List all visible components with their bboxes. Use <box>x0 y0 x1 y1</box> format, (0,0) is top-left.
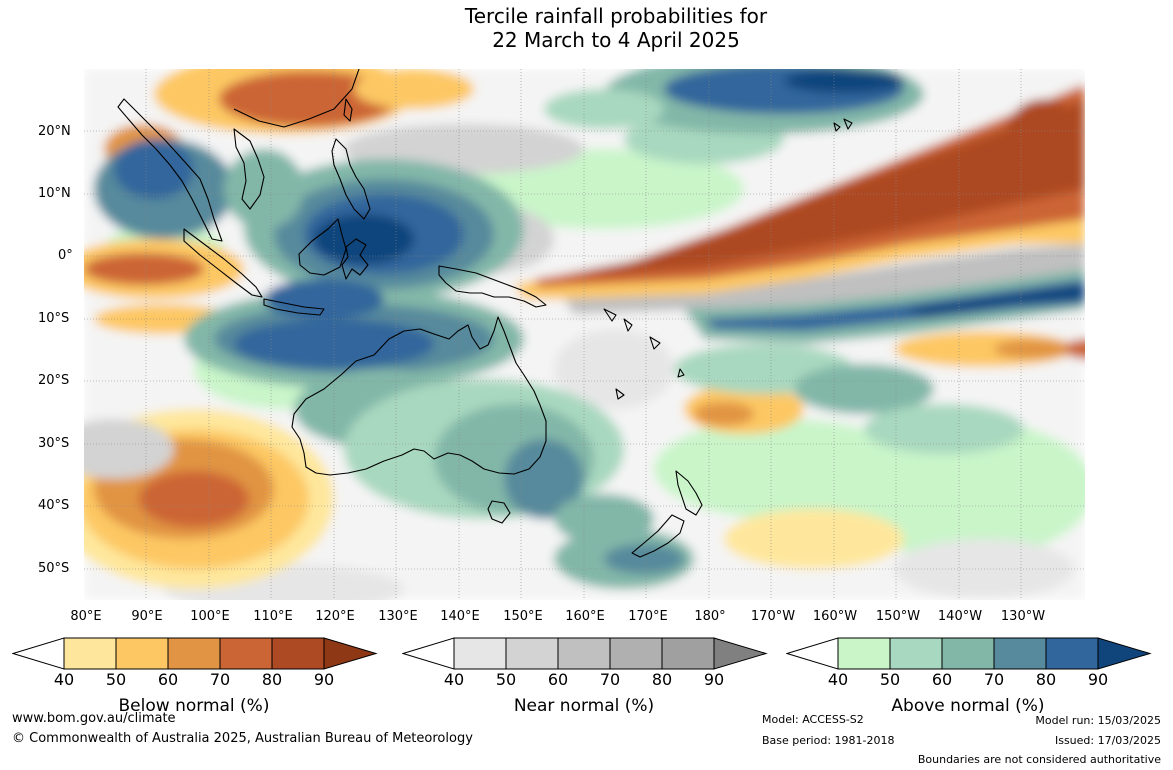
above-tick-40: 40 <box>827 670 849 689</box>
lon-label-80e: 80°E <box>70 609 102 624</box>
tasmania-coastline <box>487 500 511 524</box>
lat-label-20s: 20°S <box>38 373 70 388</box>
near-normal-colorbar <box>402 637 768 670</box>
lon-label-160e: 160°E <box>565 609 605 624</box>
above-tick-80: 80 <box>1035 670 1057 689</box>
lon-label-150w: 150°W <box>875 609 921 624</box>
near-tick-50: 50 <box>495 670 517 689</box>
rainfall-probability-map <box>84 69 1085 600</box>
lon-label-120e: 120°E <box>315 609 355 624</box>
lat-label-10n: 10°N <box>38 186 71 201</box>
below-normal-title: Below normal (%) <box>118 696 270 716</box>
above-normal-colorbar <box>786 637 1152 670</box>
near-tick-40: 40 <box>443 670 465 689</box>
vietnam-coastline <box>233 128 265 210</box>
issued-text: Issued: 17/03/2025 <box>1054 734 1161 747</box>
lon-label-130w: 130°W <box>1000 609 1046 624</box>
lon-label-90e: 90°E <box>131 609 163 624</box>
legend-above-normal-colorbar <box>786 637 1152 671</box>
map-svg <box>84 69 1085 600</box>
near-tick-90: 90 <box>703 670 725 689</box>
title-line-2: 22 March to 4 April 2025 <box>492 28 740 52</box>
lat-label-20n: 20°N <box>38 124 71 139</box>
graticule-grid <box>84 69 1085 600</box>
lat-label-30s: 30°S <box>38 436 70 451</box>
sumatra-coastline <box>183 228 263 298</box>
above-normal-title: Above normal (%) <box>891 696 1045 716</box>
near-tick-70: 70 <box>599 670 621 689</box>
sulawesi-coastline <box>341 238 369 280</box>
taiwan-coastline <box>343 98 353 122</box>
near-tick-60: 60 <box>547 670 569 689</box>
lon-label-180: 180° <box>694 609 726 624</box>
lon-label-110e: 110°E <box>253 609 293 624</box>
near-tick-80: 80 <box>651 670 673 689</box>
above-tick-90: 90 <box>1087 670 1109 689</box>
near-normal-title: Near normal (%) <box>513 696 655 716</box>
below-tick-70: 70 <box>209 670 231 689</box>
below-tick-60: 60 <box>157 670 179 689</box>
lon-label-140e: 140°E <box>440 609 480 624</box>
lon-label-150e: 150°E <box>503 609 543 624</box>
map-title: Tercile rainfall probabilities for 22 Ma… <box>0 4 1173 52</box>
coastlines <box>117 69 853 558</box>
lon-label-100e: 100°E <box>190 609 230 624</box>
below-tick-40: 40 <box>53 670 75 689</box>
website-link[interactable]: www.bom.gov.au/climate <box>12 711 176 726</box>
copyright-text: © Commonwealth of Australia 2025, Austra… <box>12 731 473 746</box>
below-tick-90: 90 <box>313 670 335 689</box>
new-zealand-south-coastline <box>631 514 685 558</box>
china-coastline <box>233 69 360 128</box>
lon-label-130e: 130°E <box>378 609 418 624</box>
legend-below-normal-colorbar <box>12 637 378 671</box>
new-guinea-coastline <box>438 265 547 308</box>
lat-label-10s: 10°S <box>38 311 70 326</box>
above-tick-50: 50 <box>879 670 901 689</box>
philippines-coastline <box>331 138 371 220</box>
disclaimer-text: Boundaries are not considered authoritat… <box>917 753 1161 766</box>
probability-shading <box>84 69 1085 600</box>
new-zealand-north-coastline <box>675 470 703 516</box>
lat-label-40s: 40°S <box>38 498 70 513</box>
title-line-1: Tercile rainfall probabilities for <box>464 4 768 28</box>
lon-label-140w: 140°W <box>937 609 983 624</box>
above-tick-60: 60 <box>931 670 953 689</box>
model-run-text: Model run: 15/03/2025 <box>1035 714 1161 727</box>
indochina-coastline <box>117 98 223 242</box>
lon-label-160w: 160°W <box>812 609 858 624</box>
below-tick-50: 50 <box>105 670 127 689</box>
lat-label-0: 0° <box>58 248 73 263</box>
below-tick-80: 80 <box>261 670 283 689</box>
java-coastline <box>263 298 325 316</box>
lon-label-170e: 170°E <box>628 609 668 624</box>
below-normal-colorbar <box>12 637 378 670</box>
lon-label-170w: 170°W <box>750 609 796 624</box>
above-tick-70: 70 <box>983 670 1005 689</box>
base-period-text: Base period: 1981-2018 <box>762 734 895 747</box>
legend-near-normal-colorbar <box>402 637 768 671</box>
model-text: Model: ACCESS-S2 <box>762 713 864 726</box>
australia-coastline <box>291 316 547 476</box>
lat-label-50s: 50°S <box>38 561 70 576</box>
